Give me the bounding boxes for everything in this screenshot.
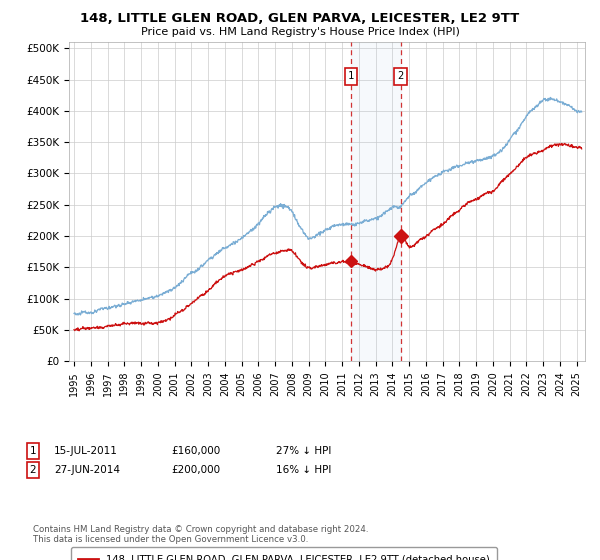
Text: 148, LITTLE GLEN ROAD, GLEN PARVA, LEICESTER, LE2 9TT: 148, LITTLE GLEN ROAD, GLEN PARVA, LEICE… [80, 12, 520, 25]
Text: 1: 1 [348, 72, 354, 81]
Text: 2: 2 [29, 465, 37, 475]
Legend: 148, LITTLE GLEN ROAD, GLEN PARVA, LEICESTER, LE2 9TT (detached house), HPI: Ave: 148, LITTLE GLEN ROAD, GLEN PARVA, LEICE… [71, 547, 497, 560]
Text: £160,000: £160,000 [171, 446, 220, 456]
Bar [351, 42, 401, 361]
Text: 16% ↓ HPI: 16% ↓ HPI [276, 465, 331, 475]
Text: Price paid vs. HM Land Registry's House Price Index (HPI): Price paid vs. HM Land Registry's House … [140, 27, 460, 37]
Text: Contains HM Land Registry data © Crown copyright and database right 2024.
This d: Contains HM Land Registry data © Crown c… [33, 525, 368, 544]
Text: £200,000: £200,000 [171, 465, 220, 475]
Text: 27% ↓ HPI: 27% ↓ HPI [276, 446, 331, 456]
Text: 15-JUL-2011: 15-JUL-2011 [54, 446, 118, 456]
Text: 27-JUN-2014: 27-JUN-2014 [54, 465, 120, 475]
Text: 1: 1 [29, 446, 37, 456]
Text: 2: 2 [397, 72, 404, 81]
